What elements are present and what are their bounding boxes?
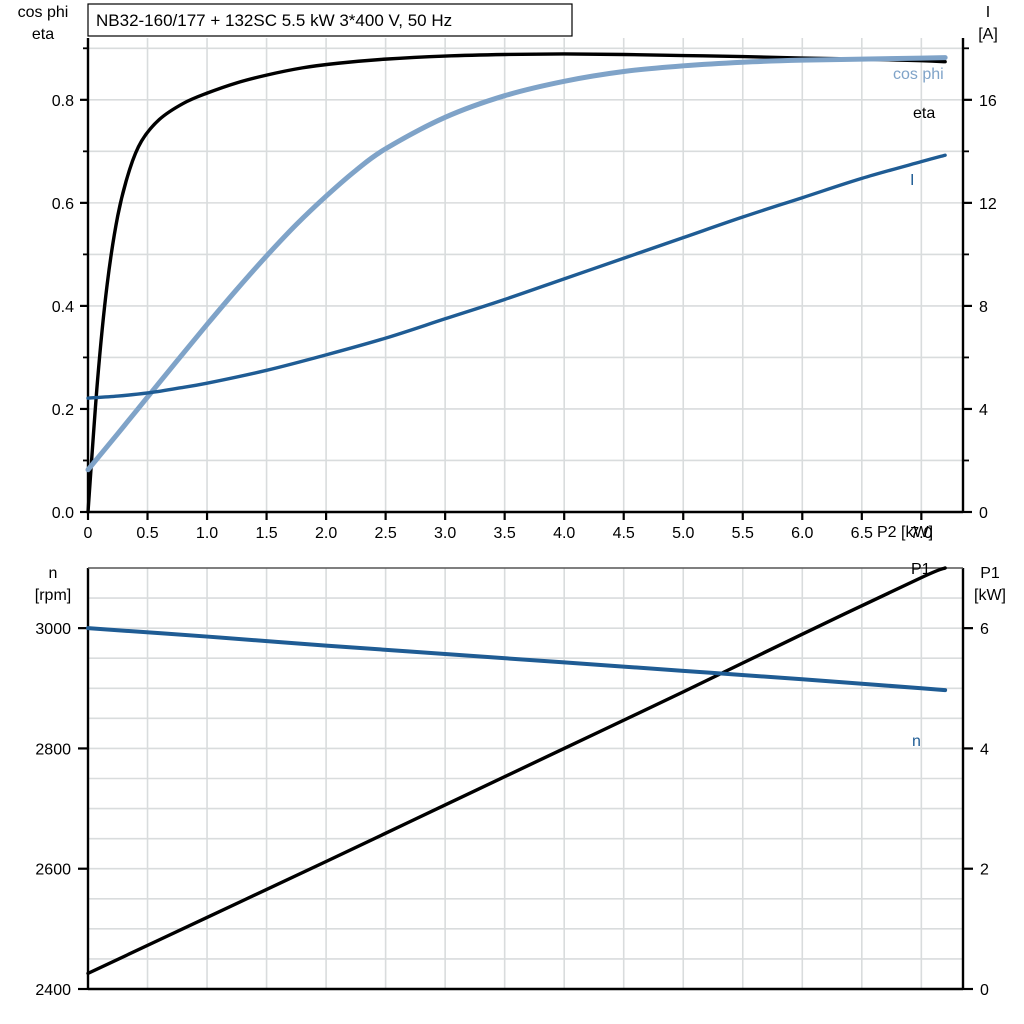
top-left-tick-label: 0.6	[52, 196, 74, 213]
bottom-right-tick-label: 4	[980, 741, 989, 758]
top-left-axis-caption-2: eta	[32, 26, 54, 43]
top-chart: 0.0 0.2 0.4 0.6 0.8 0 4 8 12 16 0 0.5 1.0 1.5 2.0 2.5 3.…	[18, 3, 998, 542]
top-x-tick-label: 6.5	[851, 525, 873, 542]
curve-label-current: I	[910, 172, 914, 189]
top-x-tick-label: 0.5	[136, 525, 158, 542]
bottom-chart-gridlines	[88, 568, 963, 989]
top-x-tick-label: 0	[84, 525, 93, 542]
top-right-tick-label: 0	[979, 505, 988, 522]
bottom-right-tick-label: 2	[980, 862, 989, 879]
top-x-tick-label: 7.0	[910, 525, 932, 542]
top-x-tick-label: 4.5	[613, 525, 635, 542]
top-x-tick-label: 5.0	[672, 525, 694, 542]
bottom-left-axis-caption-1: n	[49, 565, 58, 582]
curve-eta	[86, 52, 947, 514]
top-x-tick-label: 3.5	[494, 525, 516, 542]
curve-cos-phi	[85, 55, 948, 473]
top-left-tick-label: 0.0	[52, 505, 74, 522]
top-x-tick-label: 1.5	[255, 525, 277, 542]
bottom-left-tick-label: 2800	[35, 741, 71, 758]
bottom-chart-curves	[86, 566, 948, 976]
top-chart-curves	[85, 52, 948, 514]
curve-label-cos-phi: cos phi	[893, 66, 944, 83]
top-right-axis-caption-2: [A]	[978, 26, 998, 43]
top-x-tick-label: 2.0	[315, 525, 337, 542]
top-chart-gridlines	[88, 38, 963, 512]
top-chart-ticks: 0.0 0.2 0.4 0.6 0.8 0 4 8 12 16 0 0.5 1.0 1.5 2.0 2.5 3.…	[52, 47, 997, 542]
bottom-right-tick-label: 0	[980, 982, 989, 999]
bottom-left-tick-label: 2400	[35, 982, 71, 999]
curve-I	[86, 153, 947, 400]
bottom-right-axis-caption-1: P1	[980, 565, 1000, 582]
bottom-right-axis-caption-2: [kW]	[974, 587, 1006, 604]
top-x-tick-label: 5.5	[732, 525, 754, 542]
title-box	[87, 3, 573, 37]
curve-label-eta: eta	[913, 105, 935, 122]
top-x-axis-caption: P2 [kW]	[877, 524, 933, 541]
bottom-left-axis-caption-2: [rpm]	[35, 587, 71, 604]
top-x-tick-label: 6.0	[791, 525, 813, 542]
top-right-tick-label: 4	[979, 402, 988, 419]
curve-n	[86, 626, 948, 693]
top-left-axis-caption-1: cos phi	[18, 4, 69, 21]
top-right-axis-caption-1: I	[986, 4, 990, 21]
bottom-right-tick-label: 6	[980, 621, 989, 638]
bottom-chart-ticks: 2400 2600 2800 3000 0 2 4 6	[35, 621, 989, 999]
top-left-tick-label: 0.8	[52, 93, 74, 110]
top-right-tick-label: 12	[979, 196, 997, 213]
curve-P1	[86, 566, 947, 976]
curve-label-speed: n	[912, 733, 921, 750]
bottom-left-tick-label: 2600	[35, 862, 71, 879]
curve-label-p1: P1	[911, 561, 931, 578]
top-left-tick-label: 0.4	[52, 299, 74, 316]
top-x-tick-label: 2.5	[374, 525, 396, 542]
top-x-tick-label: 3.0	[434, 525, 456, 542]
top-right-tick-label: 8	[979, 299, 988, 316]
top-left-tick-label: 0.2	[52, 402, 74, 419]
page-title: NB32-160/177 + 132SC 5.5 kW 3*400 V, 50 …	[96, 11, 452, 30]
bottom-left-tick-label: 3000	[35, 621, 71, 638]
top-x-tick-label: 1.0	[196, 525, 218, 542]
top-x-tick-label: 4.0	[553, 525, 575, 542]
top-right-tick-label: 16	[979, 93, 997, 110]
